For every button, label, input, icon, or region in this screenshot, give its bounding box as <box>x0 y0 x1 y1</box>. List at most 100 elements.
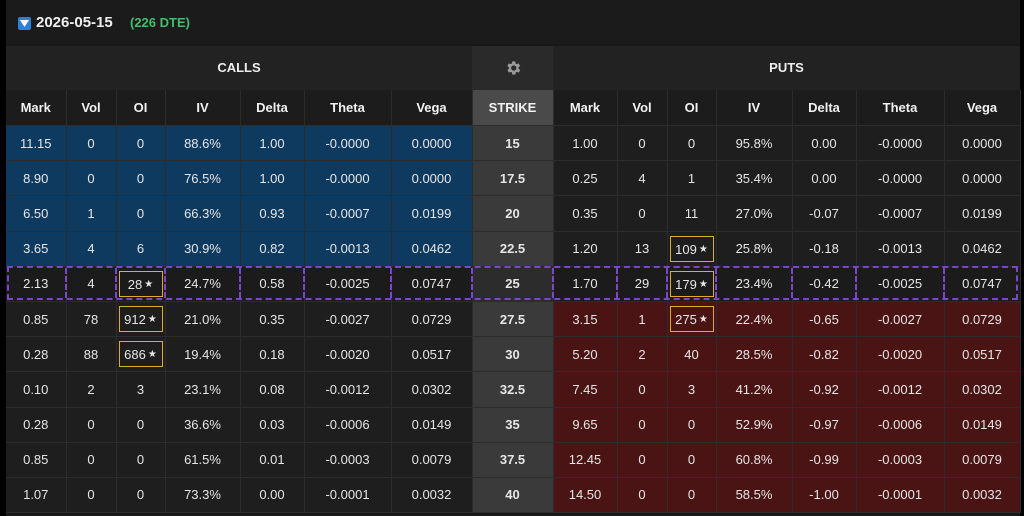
call-iv-cell[interactable]: 30.9% <box>165 231 241 267</box>
put-mark-cell[interactable]: 14.50 <box>553 477 618 514</box>
column-header-put-iv[interactable]: IV <box>716 90 793 126</box>
put-mark-cell[interactable]: 5.20 <box>553 336 618 373</box>
call-iv-cell[interactable]: 66.3% <box>165 195 241 232</box>
put-oi-cell[interactable]: 40 <box>667 336 717 373</box>
column-header-call-theta[interactable]: Theta <box>304 90 392 126</box>
put-vol-cell[interactable]: 0 <box>617 195 668 232</box>
strike-cell[interactable]: 35 <box>472 407 554 443</box>
call-delta-cell[interactable]: 0.93 <box>240 195 305 232</box>
put-oi-cell[interactable]: 0 <box>667 442 717 478</box>
collapse-toggle-icon[interactable] <box>18 17 31 30</box>
put-delta-cell[interactable]: -0.97 <box>792 407 857 443</box>
put-theta-cell[interactable]: -0.0025 <box>856 266 945 302</box>
call-theta-cell[interactable]: -0.0000 <box>304 125 392 162</box>
put-vega-cell[interactable]: 0.0149 <box>944 407 1021 443</box>
call-theta-cell[interactable]: -0.0012 <box>304 371 392 408</box>
call-vega-cell[interactable]: 0.0032 <box>391 477 473 514</box>
call-theta-cell[interactable]: -0.0001 <box>304 477 392 514</box>
call-vol-cell[interactable]: 1 <box>66 195 117 232</box>
call-theta-cell[interactable]: -0.0013 <box>304 231 392 267</box>
call-vol-cell[interactable]: 0 <box>66 125 117 162</box>
put-vol-cell[interactable]: 0 <box>617 407 668 443</box>
put-iv-cell[interactable]: 52.9% <box>716 407 793 443</box>
call-oi-cell[interactable]: 0 <box>116 195 166 232</box>
put-iv-cell[interactable]: 58.5% <box>716 477 793 514</box>
call-mark-cell[interactable]: 0.10 <box>6 371 67 408</box>
put-oi-cell[interactable]: 0 <box>667 407 717 443</box>
option-chain-row[interactable]: 0.10 2 3 23.1% 0.08 -0.0012 0.0302 32.5 7.45 0 3 41… <box>6 371 1021 408</box>
put-theta-cell[interactable]: -0.0027 <box>856 301 945 338</box>
column-header-put-vega[interactable]: Vega <box>944 90 1021 126</box>
call-delta-cell[interactable]: 1.00 <box>240 160 305 197</box>
column-header-call-vega[interactable]: Vega <box>391 90 473 126</box>
put-vega-cell[interactable]: 0.0747 <box>944 266 1021 302</box>
put-vega-cell[interactable]: 0.0032 <box>944 477 1021 514</box>
call-iv-cell[interactable]: 88.6% <box>165 125 241 162</box>
put-delta-cell[interactable]: -0.18 <box>792 231 857 267</box>
put-iv-cell[interactable]: 41.2% <box>716 371 793 408</box>
call-mark-cell[interactable]: 3.65 <box>6 231 67 267</box>
put-vega-cell[interactable]: 0.0729 <box>944 301 1021 338</box>
call-vega-cell[interactable]: 0.0302 <box>391 371 473 408</box>
put-delta-cell[interactable]: -0.65 <box>792 301 857 338</box>
put-delta-cell[interactable]: -1.00 <box>792 477 857 514</box>
put-iv-cell[interactable]: 22.4% <box>716 301 793 338</box>
put-mark-cell[interactable]: 0.25 <box>553 160 618 197</box>
call-vega-cell[interactable]: 0.0517 <box>391 336 473 373</box>
call-vega-cell[interactable]: 0.0729 <box>391 301 473 338</box>
put-vol-cell[interactable]: 2 <box>617 336 668 373</box>
put-iv-cell[interactable]: 23.4% <box>716 266 793 302</box>
column-header-call-delta[interactable]: Delta <box>240 90 305 126</box>
put-vol-cell[interactable]: 0 <box>617 477 668 514</box>
put-iv-cell[interactable]: 35.4% <box>716 160 793 197</box>
call-theta-cell[interactable]: -0.0006 <box>304 407 392 443</box>
gear-icon[interactable] <box>504 59 522 82</box>
call-oi-cell[interactable]: 3 <box>116 371 166 408</box>
strike-cell[interactable]: 20 <box>472 195 554 232</box>
put-iv-cell[interactable]: 28.5% <box>716 336 793 373</box>
put-vega-cell[interactable]: 0.0079 <box>944 442 1021 478</box>
call-oi-cell[interactable]: 0 <box>116 160 166 197</box>
strike-cell[interactable]: 22.5 <box>472 231 554 267</box>
option-chain-row[interactable]: 0.85 0 0 61.5% 0.01 -0.0003 0.0079 37.5 12.45 0 0 6… <box>6 442 1021 478</box>
call-oi-cell[interactable]: 0 <box>116 442 166 478</box>
call-theta-cell[interactable]: -0.0003 <box>304 442 392 478</box>
option-chain-row[interactable]: 0.85 78 912 ★ 21.0% 0.35 -0.0027 0.0729 27.5 3.15… <box>6 301 1021 338</box>
put-oi-cell[interactable]: 179 ★ <box>667 266 717 302</box>
strike-cell[interactable]: 32.5 <box>472 371 554 408</box>
put-theta-cell[interactable]: -0.0000 <box>856 160 945 197</box>
call-vol-cell[interactable]: 4 <box>66 266 117 302</box>
call-vol-cell[interactable]: 0 <box>66 407 117 443</box>
call-vol-cell[interactable]: 0 <box>66 442 117 478</box>
put-vol-cell[interactable]: 13 <box>617 231 668 267</box>
put-vega-cell[interactable]: 0.0517 <box>944 336 1021 373</box>
strike-cell[interactable]: 37.5 <box>472 442 554 478</box>
put-vol-cell[interactable]: 0 <box>617 125 668 162</box>
put-vol-cell[interactable]: 0 <box>617 371 668 408</box>
call-iv-cell[interactable]: 19.4% <box>165 336 241 373</box>
call-oi-cell[interactable]: 6 <box>116 231 166 267</box>
column-header-put-oi[interactable]: OI <box>667 90 717 126</box>
option-chain-row[interactable]: 3.65 4 6 30.9% 0.82 -0.0013 0.0462 22.5 1.20 13 10… <box>6 231 1021 267</box>
put-oi-cell[interactable]: 0 <box>667 125 717 162</box>
column-header-call-oi[interactable]: OI <box>116 90 166 126</box>
put-vega-cell[interactable]: 0.0000 <box>944 160 1021 197</box>
call-oi-cell[interactable]: 912 ★ <box>116 301 166 338</box>
strike-cell[interactable]: 40 <box>472 477 554 514</box>
call-vega-cell[interactable]: 0.0149 <box>391 407 473 443</box>
put-mark-cell[interactable]: 1.00 <box>553 125 618 162</box>
call-oi-cell[interactable]: 0 <box>116 477 166 514</box>
call-delta-cell[interactable]: 0.58 <box>240 266 305 302</box>
call-delta-cell[interactable]: 1.00 <box>240 125 305 162</box>
call-delta-cell[interactable]: 0.35 <box>240 301 305 338</box>
put-mark-cell[interactable]: 1.70 <box>553 266 618 302</box>
put-theta-cell[interactable]: -0.0012 <box>856 371 945 408</box>
put-theta-cell[interactable]: -0.0006 <box>856 407 945 443</box>
put-oi-cell[interactable]: 11 <box>667 195 717 232</box>
put-theta-cell[interactable]: -0.0013 <box>856 231 945 267</box>
put-iv-cell[interactable]: 60.8% <box>716 442 793 478</box>
put-delta-cell[interactable]: 0.00 <box>792 125 857 162</box>
option-chain-row[interactable]: 0.28 0 0 36.6% 0.03 -0.0006 0.0149 35 9.65 0 0 52.9… <box>6 407 1021 443</box>
column-header-put-mark[interactable]: Mark <box>553 90 618 126</box>
put-theta-cell[interactable]: -0.0007 <box>856 195 945 232</box>
